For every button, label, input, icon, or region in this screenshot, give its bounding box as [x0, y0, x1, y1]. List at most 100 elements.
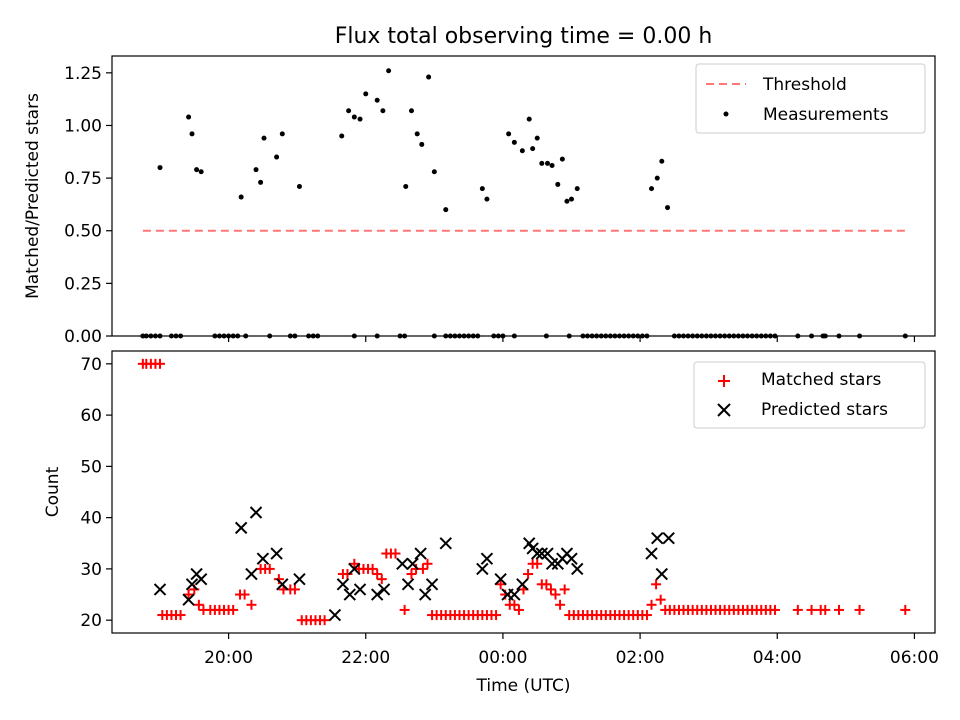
- predicted-star-point: [336, 578, 350, 591]
- measurement-point: [235, 333, 241, 339]
- predicted-star-stroke-b: [153, 583, 167, 596]
- measurement-point: [243, 333, 249, 339]
- measurement-point: [589, 333, 595, 339]
- measurement-point: [452, 333, 458, 339]
- predicted-star-point: [245, 567, 258, 581]
- measurement-point: [386, 68, 392, 74]
- measurement-point: [763, 333, 769, 339]
- measurement-point: [580, 333, 586, 339]
- measurement-point: [475, 333, 481, 339]
- measurement-point: [287, 333, 293, 339]
- measurement-point: [380, 108, 386, 114]
- predicted-star-point: [185, 578, 199, 591]
- predicted-star-stroke-b: [541, 547, 554, 560]
- predicted-star-stroke-b: [348, 562, 361, 576]
- predicted-star-point: [516, 578, 529, 591]
- measurement-point: [292, 333, 298, 339]
- measurement-point: [431, 169, 437, 175]
- predicted-star-point: [276, 578, 289, 591]
- measurement-point: [574, 186, 580, 192]
- matched-star-point: [367, 563, 378, 574]
- matched-star-point: [491, 610, 502, 621]
- matched-star-point: [532, 558, 543, 569]
- predicted-star-stroke-b: [182, 593, 195, 606]
- matched-star-point: [399, 604, 410, 615]
- measurement-point: [267, 333, 273, 339]
- measurement-point: [836, 333, 842, 339]
- measurement-point: [173, 333, 179, 339]
- measurement-point: [607, 333, 613, 339]
- bottom-x-tick-label: 06:00: [890, 648, 939, 668]
- measurement-point: [216, 333, 222, 339]
- measurement-point: [143, 333, 149, 339]
- measurement-point: [809, 333, 815, 339]
- measurement-point: [426, 74, 432, 80]
- matched-star-point: [769, 604, 780, 615]
- measurement-point: [221, 333, 227, 339]
- measurement-point: [279, 131, 285, 137]
- measurement-point: [564, 198, 570, 204]
- measurement-point: [699, 333, 705, 339]
- matched-star-point: [655, 594, 666, 605]
- predicted-star-point: [531, 547, 544, 560]
- measurement-point: [357, 116, 363, 122]
- bottom-x-tick-label: 20:00: [204, 648, 253, 668]
- matched-star-point: [651, 579, 662, 590]
- measurement-point: [626, 333, 632, 339]
- predicted-star-point: [494, 572, 507, 586]
- measurement-point: [212, 333, 218, 339]
- predicted-star-point: [406, 557, 419, 570]
- top-y-tick-label: 1.25: [64, 64, 102, 84]
- predicted-star-point: [370, 588, 384, 601]
- top-y-tick-label: 0.75: [64, 169, 102, 189]
- measurement-point: [253, 167, 259, 173]
- measurement-point: [157, 333, 163, 339]
- predicted-star-point: [328, 608, 342, 622]
- measurement-point: [447, 333, 453, 339]
- matched-star-point: [513, 604, 524, 615]
- predicted-star-stroke-b: [571, 562, 584, 576]
- predicted-star-point: [256, 552, 270, 565]
- measurement-point: [346, 108, 352, 114]
- top-y-tick-label: 1.00: [64, 116, 102, 136]
- legend-predicted-label: Predicted stars: [761, 400, 888, 420]
- predicted-star-point: [343, 588, 356, 601]
- predicted-star-point: [414, 547, 427, 560]
- predicted-star-stroke-b: [418, 588, 432, 601]
- predicted-star-stroke-b: [645, 547, 658, 560]
- predicted-star-stroke-b: [545, 557, 559, 570]
- measurement-point: [594, 333, 600, 339]
- matched-star-point: [495, 579, 506, 590]
- measurement-point: [585, 333, 591, 339]
- matched-star-point: [422, 558, 433, 569]
- measurement-point: [456, 333, 462, 339]
- measurement-point: [461, 333, 467, 339]
- measurement-point: [466, 333, 472, 339]
- predicted-star-stroke-b: [494, 572, 507, 586]
- measurement-point: [649, 186, 655, 192]
- predicted-star-stroke-b: [565, 552, 578, 565]
- predicted-star-point: [348, 562, 361, 576]
- measurement-point: [194, 167, 200, 173]
- measurement-point: [795, 333, 801, 339]
- measurement-point: [306, 333, 312, 339]
- matched-star-point: [239, 589, 250, 600]
- bottom-x-tick-label: 02:00: [616, 648, 665, 668]
- measurement-point: [198, 169, 204, 175]
- top-y-tick-label: 0.00: [64, 327, 102, 347]
- measurement-point: [403, 184, 409, 190]
- bottom-x-tick-label: 00:00: [478, 648, 527, 668]
- measurement-point: [603, 333, 609, 339]
- predicted-star-stroke-b: [523, 537, 536, 550]
- measurement-point: [419, 141, 425, 147]
- measurement-point: [685, 333, 691, 339]
- predicted-star-stroke-b: [516, 578, 529, 591]
- matched-star-point: [417, 563, 428, 574]
- legend-matched-swatch: [718, 375, 730, 387]
- matched-star-point: [820, 604, 831, 615]
- measurement-point: [735, 333, 741, 339]
- measurement-point: [519, 148, 525, 154]
- measurement-point: [681, 333, 687, 339]
- measurement-point: [530, 146, 536, 152]
- matched-star-point: [833, 604, 844, 615]
